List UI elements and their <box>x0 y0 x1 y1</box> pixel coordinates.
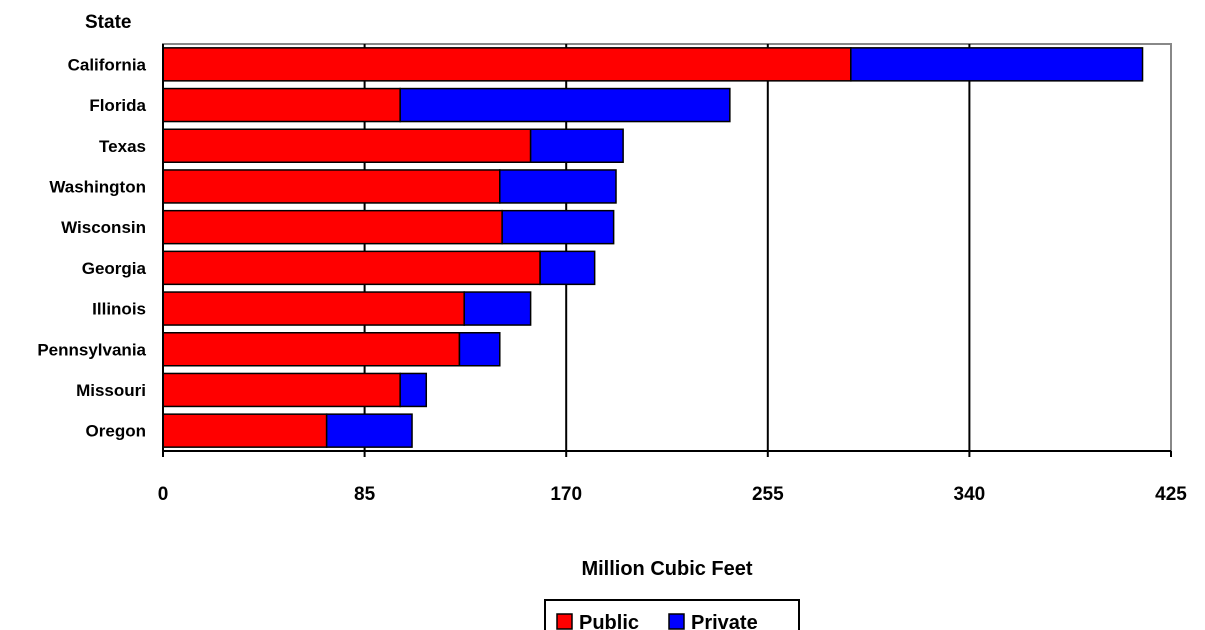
bar-private <box>529 128 624 163</box>
y-tick-label: Washington <box>49 177 146 196</box>
plot-area: 0 85 170 255 340 425 California Florida Texas Was… <box>37 43 1187 505</box>
legend-label-public: Public <box>579 612 639 630</box>
bar-public <box>162 47 852 82</box>
legend-label-private: Private <box>691 612 758 630</box>
x-tick-label: 340 <box>954 484 986 505</box>
y-tick-label: Missouri <box>76 381 146 400</box>
bar-public <box>162 169 501 204</box>
bar-public <box>162 372 401 408</box>
bar-public <box>162 413 328 448</box>
bar-private <box>463 291 532 326</box>
y-tick-label: California <box>68 55 147 74</box>
bar-public <box>162 209 503 245</box>
bar-private <box>399 87 731 123</box>
y-tick-label: Pennsylvania <box>37 340 146 359</box>
bar-private <box>501 209 615 245</box>
bar-private <box>499 169 617 204</box>
y-tick-label: Texas <box>99 137 146 156</box>
x-axis-title: Million Cubic Feet <box>581 558 752 580</box>
bar-public <box>162 332 461 367</box>
bar-private <box>539 250 596 286</box>
x-tick-label: 170 <box>550 484 582 505</box>
bar-private <box>399 372 428 408</box>
x-tick-label: 425 <box>1155 484 1187 505</box>
bar-private <box>325 413 413 448</box>
bar-private <box>850 47 1144 82</box>
x-tick-label: 255 <box>752 484 784 505</box>
legend: Public Private <box>544 599 800 630</box>
y-tick-label: Illinois <box>92 300 146 319</box>
y-tick-label: Florida <box>89 96 146 115</box>
legend-swatch-public <box>556 613 573 630</box>
y-tick-label: Georgia <box>82 259 147 278</box>
bar-public <box>162 128 532 163</box>
x-tick-label: 85 <box>354 484 376 505</box>
bar-public <box>162 87 401 123</box>
bar-private <box>458 332 501 367</box>
y-tick-label: Oregon <box>86 422 146 441</box>
bar-public <box>162 250 541 286</box>
x-tick-label: 0 <box>158 484 169 505</box>
bar-public <box>162 291 465 326</box>
y-axis-title: State <box>85 12 131 33</box>
y-tick-label: Wisconsin <box>61 218 146 237</box>
legend-swatch-private <box>668 613 685 630</box>
